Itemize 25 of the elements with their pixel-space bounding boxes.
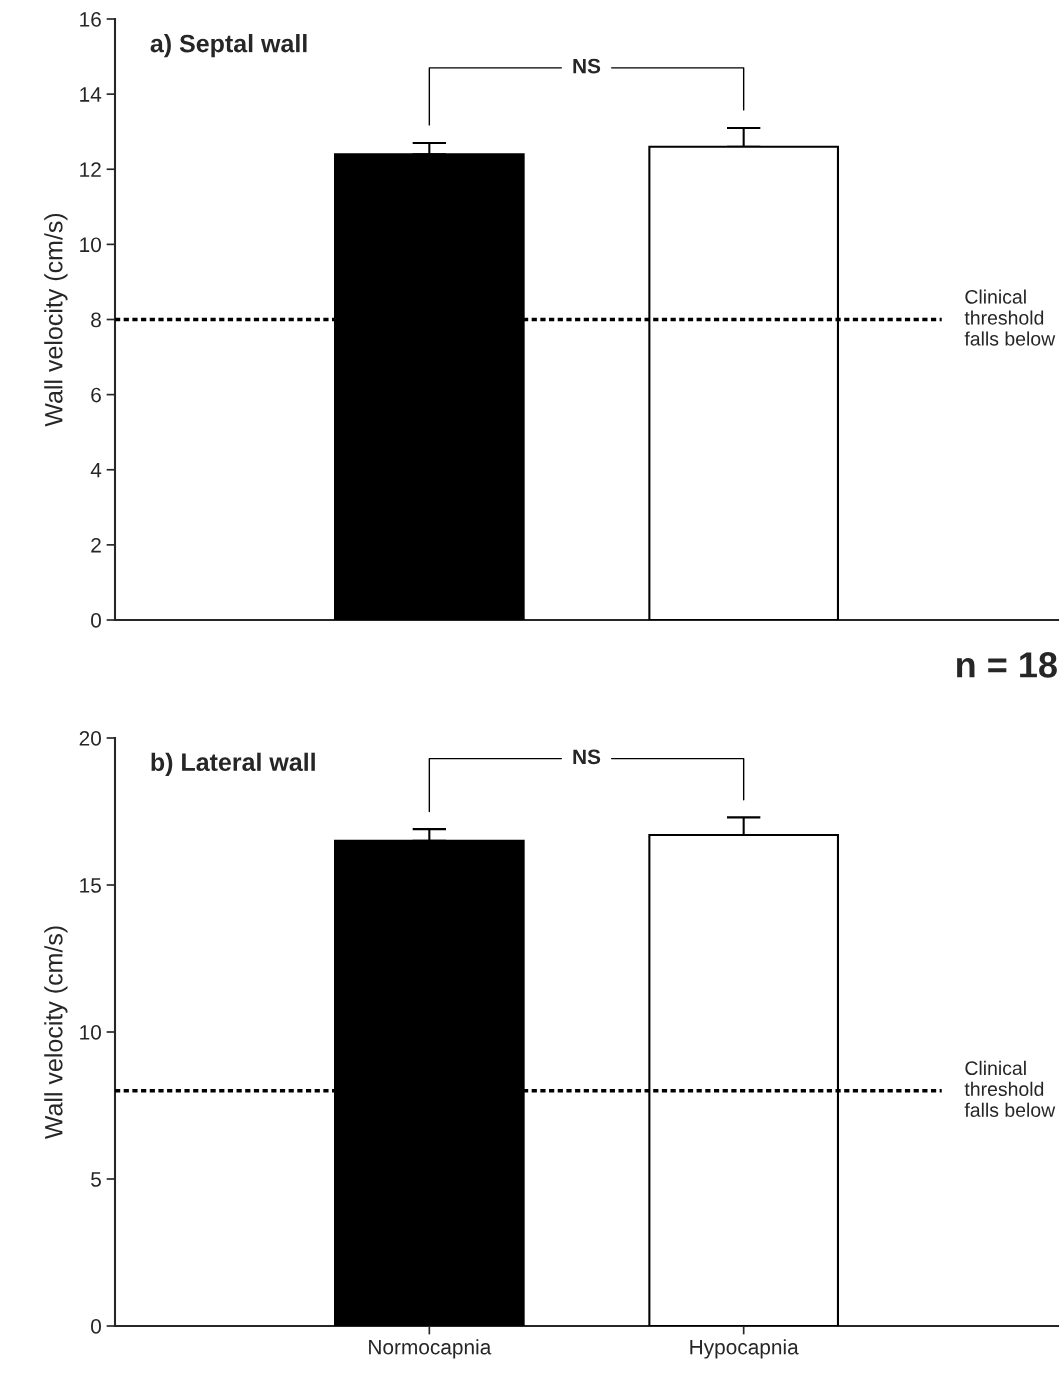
y-tick-label: 10 xyxy=(80,237,101,253)
text: n = 18 xyxy=(957,652,1057,678)
annotation: NS xyxy=(573,749,601,765)
y-tick-label: 10 xyxy=(80,1025,101,1040)
y-tick-label: 20 xyxy=(79,731,101,746)
y-axis-title: Wall velocity (cm/s) xyxy=(44,926,68,1140)
y-tick-label: 8 xyxy=(91,312,101,328)
y-tick-label: 6 xyxy=(91,387,101,403)
y-tick-label: 15 xyxy=(80,878,101,893)
y-tick-label: 14 xyxy=(80,87,102,102)
x-tick-label: Hypocapnia xyxy=(690,1339,799,1359)
y-tick-label: 16 xyxy=(80,12,101,27)
y-tick-label: 2 xyxy=(91,537,101,553)
x-tick-label: Normocapnia xyxy=(369,1339,492,1359)
ref-line-label: Clinical threshold falls below xyxy=(964,289,1056,346)
ref-line-label: Clinical threshold falls below xyxy=(964,1060,1056,1117)
y-axis-title: Wall velocity (cm/s) xyxy=(44,213,68,427)
y-tick-label: 0 xyxy=(91,613,101,628)
text: a) Septal wall xyxy=(150,34,307,58)
y-tick-label: 5 xyxy=(91,1172,101,1187)
y-tick-label: 12 xyxy=(80,162,101,177)
y-tick-label: 0 xyxy=(91,1319,101,1334)
y-tick-label: 4 xyxy=(90,462,102,478)
text: b) Lateral wall xyxy=(151,752,315,776)
annotation: NS xyxy=(573,58,601,74)
